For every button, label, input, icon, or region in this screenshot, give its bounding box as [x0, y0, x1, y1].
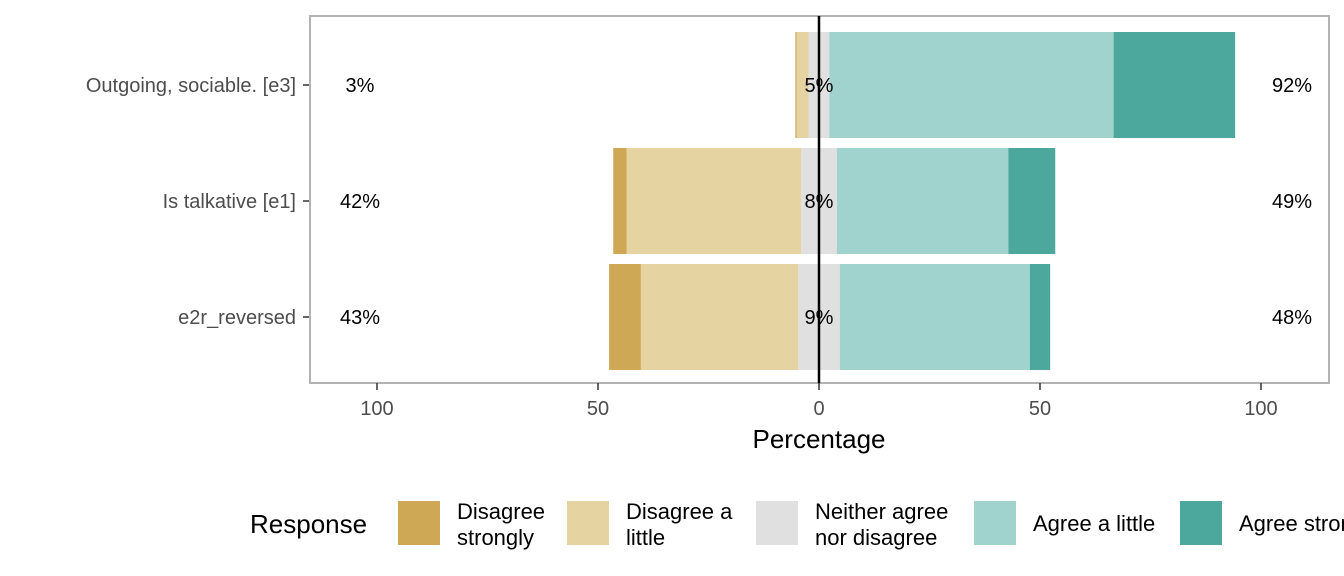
bar-agree-a-little-2: [839, 264, 1030, 370]
bars-layer: [609, 32, 1236, 370]
bar-disagree-strongly-2: [609, 264, 641, 370]
category-label: e2r_reversed: [178, 307, 296, 329]
x-tick-label: 100: [1244, 398, 1277, 420]
right-total-label: 48%: [1272, 307, 1312, 329]
left-total-label: 3%: [346, 75, 375, 97]
category-label: Outgoing, sociable. [e3]: [86, 75, 296, 97]
legend-key-2: [756, 501, 798, 545]
legend-key-4: [1180, 501, 1222, 545]
bar-agree-strongly-0: [1113, 32, 1236, 138]
left-total-label: 43%: [340, 307, 380, 329]
legend-key-3: [974, 501, 1016, 545]
x-tick-label: 50: [587, 398, 609, 420]
legend-label: Neither agree nor disagree: [815, 499, 948, 550]
legend: Response Disagree strongly Disagree a littl…: [250, 499, 1344, 550]
x-tick-label: 50: [1029, 398, 1051, 420]
bar-agree-a-little-1: [836, 148, 1009, 254]
legend-label: Disagree a little: [626, 499, 733, 550]
legend-key-0: [398, 501, 440, 545]
legend-key-1: [567, 501, 609, 545]
x-tick-label: 0: [813, 398, 824, 420]
bar-disagree-a-little-1: [626, 148, 802, 254]
bar-agree-strongly-1: [1008, 148, 1056, 254]
legend-label: Disagree strongly: [457, 499, 545, 550]
left-total-label: 42%: [340, 191, 380, 213]
bar-agree-a-little-0: [829, 32, 1114, 138]
legend-title: Response: [250, 509, 367, 539]
bar-disagree-a-little-2: [640, 264, 799, 370]
labels-layer: Outgoing, sociable. [e3] 3% 5% 92%Is talkat…: [86, 75, 1312, 329]
legend-label: Agree a little: [1033, 511, 1155, 536]
bar-agree-strongly-2: [1029, 264, 1051, 370]
x-axis: 100 50 0 50 100: [360, 383, 1278, 420]
category-label: Is talkative [e1]: [163, 191, 296, 213]
x-axis-title: Percentage: [753, 424, 886, 454]
bar-disagree-strongly-0: [795, 32, 797, 138]
bar-disagree-strongly-1: [613, 148, 627, 254]
x-tick-label: 100: [360, 398, 393, 420]
right-total-label: 92%: [1272, 75, 1312, 97]
right-total-label: 49%: [1272, 191, 1312, 213]
legend-label: Agree strongly: [1239, 511, 1344, 536]
bar-disagree-a-little-0: [796, 32, 809, 138]
